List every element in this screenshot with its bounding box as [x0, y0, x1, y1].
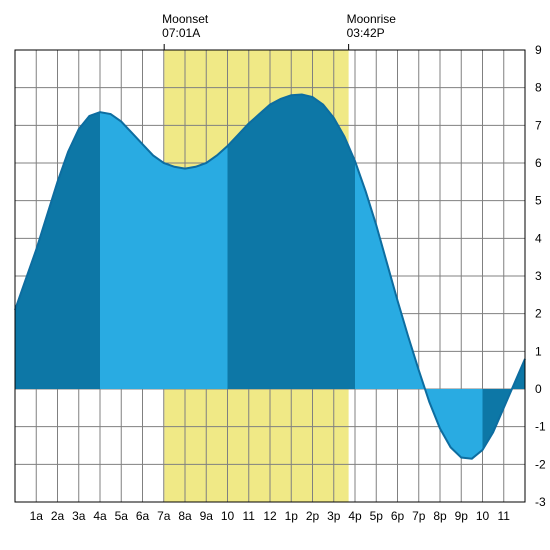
tide-chart-svg: 1a2a3a4a5a6a7a8a9a1011121p2p3p4p5p6p7p8p…	[0, 0, 550, 550]
moonset-time: 07:01A	[162, 26, 208, 40]
x-tick-label: 7p	[412, 509, 426, 523]
x-tick-label: 10	[221, 509, 235, 523]
x-tick-label: 4a	[93, 509, 107, 523]
y-tick-label: 5	[535, 194, 542, 208]
x-tick-label: 8p	[433, 509, 447, 523]
x-tick-label: 2p	[306, 509, 320, 523]
x-tick-label: 3a	[72, 509, 86, 523]
x-tick-label: 8a	[178, 509, 192, 523]
y-tick-label: -3	[535, 495, 546, 509]
moonrise-time: 03:42P	[347, 26, 396, 40]
y-tick-label: 7	[535, 118, 542, 132]
x-tick-label: 5p	[370, 509, 384, 523]
x-tick-label: 6p	[391, 509, 405, 523]
moonrise-annotation: Moonrise 03:42P	[347, 12, 396, 40]
y-tick-label: 9	[535, 43, 542, 57]
x-tick-label: 5a	[115, 509, 129, 523]
x-tick-label: 1p	[285, 509, 299, 523]
y-tick-label: 2	[535, 307, 542, 321]
x-tick-label: 10	[476, 509, 490, 523]
x-tick-label: 6a	[136, 509, 150, 523]
y-tick-label: 6	[535, 156, 542, 170]
y-tick-label: 3	[535, 269, 542, 283]
y-tick-label: 8	[535, 81, 542, 95]
moonrise-title: Moonrise	[347, 12, 396, 26]
moonset-title: Moonset	[162, 12, 208, 26]
x-tick-label: 3p	[327, 509, 341, 523]
moonset-annotation: Moonset 07:01A	[162, 12, 208, 40]
y-tick-label: -2	[535, 457, 546, 471]
y-tick-label: 4	[535, 231, 542, 245]
y-tick-label: 1	[535, 344, 542, 358]
y-tick-label: 0	[535, 382, 542, 396]
x-tick-label: 9p	[455, 509, 469, 523]
x-tick-label: 12	[263, 509, 277, 523]
tide-chart: 1a2a3a4a5a6a7a8a9a1011121p2p3p4p5p6p7p8p…	[0, 0, 550, 550]
x-tick-label: 4p	[348, 509, 362, 523]
x-tick-label: 11	[498, 509, 511, 523]
x-tick-label: 2a	[51, 509, 65, 523]
x-tick-label: 9a	[200, 509, 214, 523]
x-tick-label: 11	[243, 509, 256, 523]
x-tick-label: 1a	[30, 509, 44, 523]
y-tick-label: -1	[535, 420, 546, 434]
x-tick-label: 7a	[157, 509, 171, 523]
